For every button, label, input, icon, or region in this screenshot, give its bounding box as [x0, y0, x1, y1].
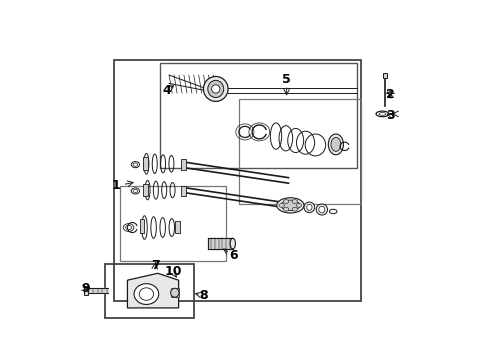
Bar	[382, 73, 386, 78]
Text: 1: 1	[111, 179, 120, 193]
Bar	[104, 264, 193, 318]
Circle shape	[291, 207, 297, 211]
Ellipse shape	[211, 85, 220, 93]
Bar	[120, 186, 225, 261]
Ellipse shape	[304, 202, 314, 212]
Text: 9: 9	[81, 282, 90, 295]
Ellipse shape	[276, 198, 304, 213]
Ellipse shape	[170, 288, 179, 297]
Circle shape	[279, 203, 284, 207]
Text: 8: 8	[199, 289, 207, 302]
Bar	[139, 219, 144, 233]
Bar	[181, 186, 185, 197]
Bar	[170, 288, 179, 297]
Ellipse shape	[327, 134, 343, 155]
Text: 4: 4	[163, 84, 171, 97]
Bar	[142, 157, 147, 170]
Circle shape	[296, 203, 301, 207]
Circle shape	[283, 207, 288, 211]
Text: 7: 7	[150, 259, 159, 272]
Bar	[143, 184, 148, 197]
Bar	[239, 99, 360, 204]
Text: 3: 3	[386, 109, 394, 122]
Ellipse shape	[207, 80, 223, 98]
Bar	[159, 63, 356, 168]
Ellipse shape	[316, 204, 327, 215]
Text: 10: 10	[164, 265, 182, 278]
Ellipse shape	[306, 204, 311, 210]
PathPatch shape	[127, 273, 178, 308]
Ellipse shape	[139, 288, 153, 300]
Text: 6: 6	[229, 249, 237, 262]
Circle shape	[283, 199, 288, 203]
Bar	[114, 60, 360, 301]
Text: 2: 2	[386, 88, 394, 101]
Text: 5: 5	[282, 73, 290, 86]
Ellipse shape	[134, 284, 159, 305]
Ellipse shape	[318, 206, 324, 213]
Bar	[175, 221, 180, 233]
Ellipse shape	[230, 238, 235, 249]
Ellipse shape	[203, 76, 227, 102]
Bar	[84, 286, 88, 295]
Ellipse shape	[280, 200, 299, 211]
Bar	[181, 159, 186, 170]
Circle shape	[291, 199, 297, 203]
Ellipse shape	[330, 138, 340, 151]
